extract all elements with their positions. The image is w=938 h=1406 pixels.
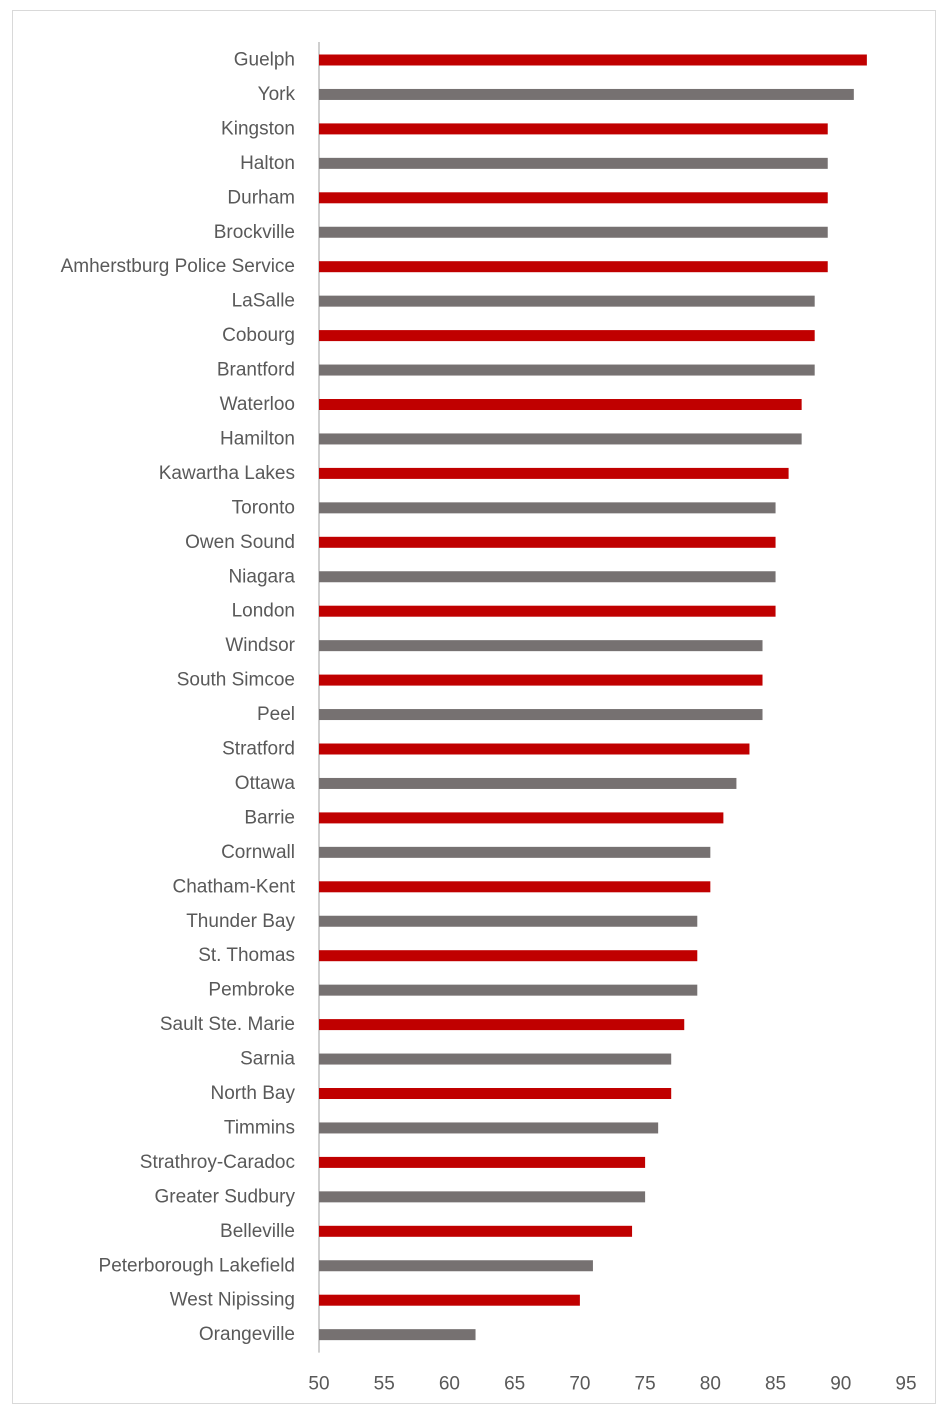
x-tick-label: 90 — [830, 1374, 851, 1395]
category-label: Amherstburg Police Service — [61, 256, 295, 277]
bar — [319, 984, 698, 996]
x-tick-label: 70 — [569, 1374, 590, 1395]
bar — [319, 1122, 659, 1134]
category-label: Orangeville — [199, 1324, 295, 1345]
bar — [319, 192, 828, 204]
bar — [319, 364, 815, 376]
category-label: Niagara — [228, 566, 295, 587]
category-label: Owen Sound — [185, 532, 295, 553]
bar — [319, 640, 763, 652]
bar — [319, 950, 698, 962]
category-label: LaSalle — [232, 291, 295, 312]
category-label: West Nipissing — [170, 1290, 295, 1311]
bars-group — [319, 54, 867, 1341]
x-tick-label: 75 — [635, 1374, 656, 1395]
bar — [319, 709, 763, 721]
category-label: Toronto — [232, 497, 295, 518]
category-label: North Bay — [211, 1083, 296, 1104]
bar — [319, 812, 724, 824]
category-label: Strathroy-Caradoc — [140, 1152, 295, 1173]
bar — [319, 881, 711, 893]
category-label: Brantford — [217, 360, 295, 381]
bar — [319, 399, 802, 410]
bar — [319, 1088, 672, 1099]
x-tick-label: 80 — [700, 1374, 721, 1395]
category-label: Sarnia — [240, 1049, 295, 1070]
bar — [319, 605, 776, 617]
x-tick-label: 95 — [895, 1374, 916, 1395]
bar — [319, 1191, 646, 1203]
category-label: Stratford — [222, 739, 295, 760]
category-label: York — [258, 84, 296, 105]
bar — [319, 330, 815, 342]
category-label: St. Thomas — [198, 945, 295, 966]
bar — [319, 157, 828, 169]
category-label: Peel — [257, 704, 295, 725]
category-label: Chatham-Kent — [172, 876, 295, 897]
category-label: Greater Sudbury — [155, 1186, 296, 1207]
bar — [319, 295, 815, 307]
category-label: Thunder Bay — [186, 911, 295, 932]
bar — [319, 571, 776, 583]
category-label: Kingston — [221, 118, 295, 139]
bar — [319, 1225, 633, 1237]
bar — [319, 433, 802, 445]
category-label: Belleville — [220, 1221, 295, 1242]
bar — [319, 502, 776, 514]
bar — [319, 123, 828, 135]
category-label: Brockville — [214, 222, 295, 243]
category-label: Durham — [227, 187, 295, 208]
bar — [319, 467, 789, 479]
x-tick-label: 85 — [765, 1374, 786, 1395]
x-tick-label: 55 — [374, 1374, 395, 1395]
bar — [319, 54, 867, 66]
bar — [319, 777, 737, 789]
category-label: Waterloo — [220, 394, 295, 415]
category-label: Hamilton — [220, 428, 295, 449]
bar — [319, 1019, 685, 1031]
bar — [319, 1053, 672, 1065]
category-label: Cobourg — [222, 325, 295, 346]
category-label: Sault Ste. Marie — [160, 1014, 295, 1035]
category-label: Kawartha Lakes — [159, 463, 295, 484]
category-label: Ottawa — [235, 773, 296, 794]
category-label: Timmins — [224, 1117, 295, 1138]
x-tick-label: 50 — [308, 1374, 329, 1395]
category-label: Pembroke — [208, 980, 295, 1001]
chart-frame — [12, 10, 936, 1404]
x-tick-label: 65 — [504, 1374, 525, 1395]
bar — [319, 743, 750, 755]
category-label: Windsor — [225, 635, 295, 656]
category-label: South Simcoe — [177, 670, 295, 691]
category-label: Barrie — [244, 807, 295, 828]
category-label: London — [232, 601, 295, 622]
category-label: Halton — [240, 153, 295, 174]
bar — [319, 88, 854, 100]
category-label: Guelph — [234, 50, 295, 71]
category-labels: Guelph York Kingston Halton Durham Brockville… — [61, 50, 296, 1346]
bar — [319, 1156, 646, 1168]
bar — [319, 1294, 580, 1306]
bar — [319, 1260, 593, 1272]
bar — [319, 674, 763, 686]
x-tick-labels: 50 55 60 65 70 75 80 85 90 95 — [308, 1374, 916, 1395]
bar — [319, 536, 776, 548]
bar — [319, 846, 711, 858]
category-label: Cornwall — [221, 842, 295, 863]
category-label: Peterborough Lakefield — [99, 1255, 295, 1276]
bar — [319, 1329, 476, 1341]
bar — [319, 226, 828, 238]
bar — [319, 261, 828, 273]
bar — [319, 915, 698, 927]
x-tick-label: 60 — [439, 1374, 460, 1395]
